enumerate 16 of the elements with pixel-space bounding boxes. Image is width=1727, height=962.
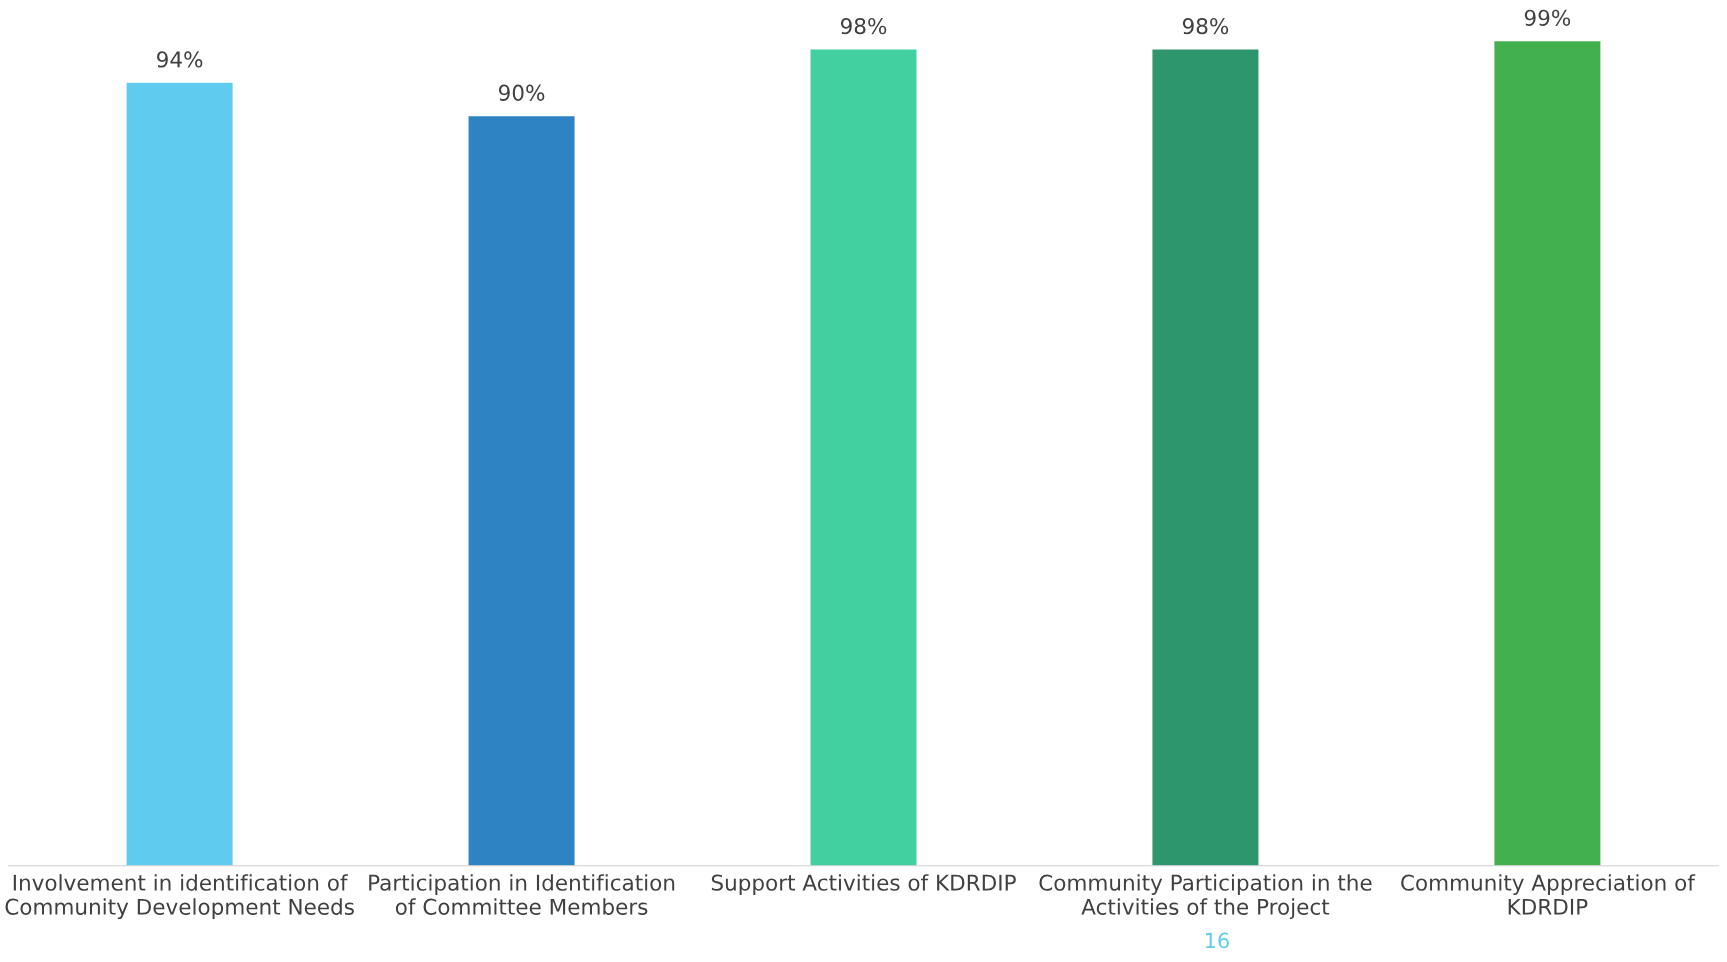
data-label: 94% bbox=[157, 51, 203, 68]
x-tick-label: Community Appreciation of KDRDIP bbox=[1401, 874, 1696, 915]
x-tick-label: Community Participation in the Activities of the Project bbox=[1039, 874, 1372, 920]
bar bbox=[1152, 49, 1259, 866]
x-tick-label: Support Activities of KDRDIP bbox=[711, 874, 1016, 895]
x-tick-label: Participation in Identification of Committee Members bbox=[369, 874, 675, 915]
x-tick-label: Involvement in identification of Community Development Needs bbox=[5, 874, 354, 920]
data-label: 98% bbox=[1182, 17, 1229, 35]
bar bbox=[1494, 41, 1601, 866]
bar bbox=[468, 116, 575, 866]
data-label: 90% bbox=[498, 84, 545, 101]
bar bbox=[126, 82, 233, 866]
data-label: 99% bbox=[1524, 9, 1571, 26]
text: 16 bbox=[1206, 932, 1229, 949]
data-label: 98% bbox=[840, 17, 887, 35]
bar bbox=[810, 49, 917, 866]
